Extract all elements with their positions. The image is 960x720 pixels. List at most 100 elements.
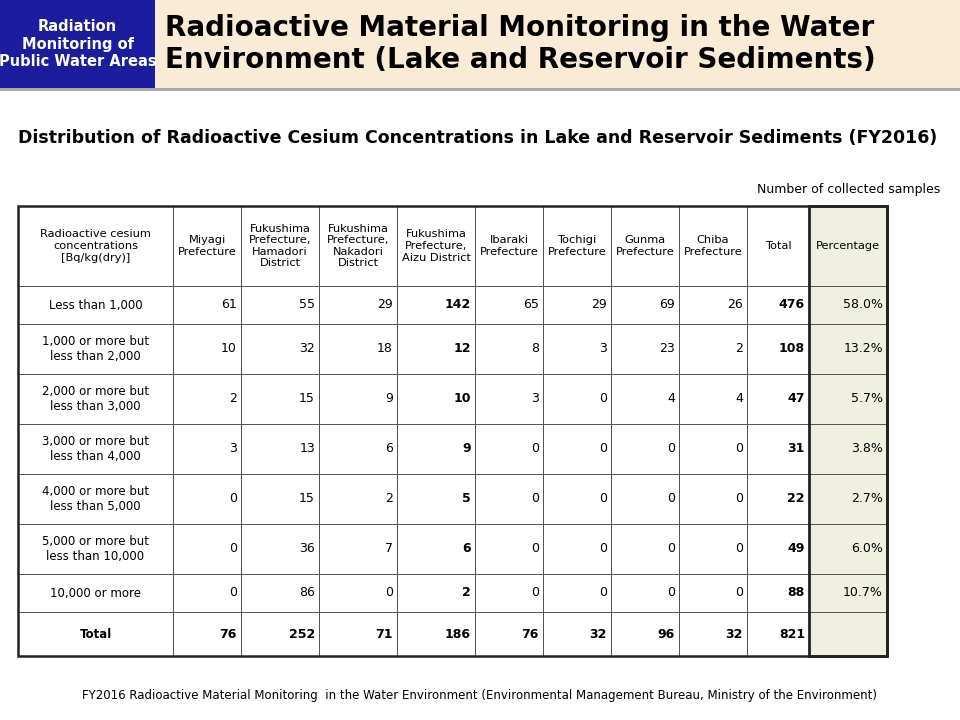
- Bar: [319, 424, 397, 474]
- Bar: [397, 524, 475, 574]
- Text: Fukushima
Prefecture,
Aizu District: Fukushima Prefecture, Aizu District: [401, 230, 470, 263]
- Text: 821: 821: [779, 628, 805, 641]
- Bar: [543, 424, 611, 474]
- Text: 6: 6: [385, 443, 393, 456]
- Bar: [319, 286, 397, 324]
- Text: 0: 0: [735, 492, 743, 505]
- Bar: [173, 374, 241, 424]
- Bar: [241, 374, 319, 424]
- Bar: [679, 424, 747, 474]
- Bar: [319, 324, 397, 374]
- Text: 5: 5: [463, 492, 471, 505]
- Text: 0: 0: [599, 392, 607, 405]
- Bar: [18, 206, 173, 286]
- Bar: [241, 424, 319, 474]
- Bar: [809, 374, 887, 424]
- Bar: [173, 424, 241, 474]
- Text: Distribution of Radioactive Cesium Concentrations in Lake and Reservoir Sediment: Distribution of Radioactive Cesium Conce…: [18, 129, 937, 147]
- Bar: [173, 524, 241, 574]
- Text: 58.0%: 58.0%: [843, 299, 883, 312]
- Bar: [747, 524, 809, 574]
- Text: 10: 10: [221, 343, 237, 356]
- Bar: [475, 374, 543, 424]
- Bar: [475, 424, 543, 474]
- Bar: [319, 574, 397, 612]
- Text: 31: 31: [787, 443, 805, 456]
- Text: 47: 47: [787, 392, 805, 405]
- Bar: [397, 206, 475, 286]
- Text: Less than 1,000: Less than 1,000: [49, 299, 142, 312]
- Text: 0: 0: [531, 492, 539, 505]
- Text: 10,000 or more: 10,000 or more: [50, 587, 141, 600]
- Text: 2,000 or more but
less than 3,000: 2,000 or more but less than 3,000: [42, 385, 149, 413]
- Bar: [18, 574, 173, 612]
- Bar: [319, 374, 397, 424]
- Text: Chiba
Prefecture: Chiba Prefecture: [684, 235, 742, 257]
- Text: 23: 23: [660, 343, 675, 356]
- Text: 10.7%: 10.7%: [843, 587, 883, 600]
- Bar: [241, 286, 319, 324]
- Bar: [18, 424, 173, 474]
- Text: 3: 3: [599, 343, 607, 356]
- Bar: [475, 286, 543, 324]
- Text: 2: 2: [229, 392, 237, 405]
- Bar: [397, 374, 475, 424]
- Bar: [241, 574, 319, 612]
- Bar: [397, 286, 475, 324]
- Text: 2: 2: [735, 343, 743, 356]
- Text: Tochigi
Prefecture: Tochigi Prefecture: [547, 235, 607, 257]
- Text: 0: 0: [229, 542, 237, 556]
- Bar: [397, 424, 475, 474]
- Text: 32: 32: [300, 343, 315, 356]
- Bar: [241, 206, 319, 286]
- Text: 8: 8: [531, 343, 539, 356]
- Bar: [809, 524, 887, 574]
- Text: Fukushima
Prefecture,
Nakadori
District: Fukushima Prefecture, Nakadori District: [326, 224, 389, 269]
- Text: 0: 0: [735, 443, 743, 456]
- Bar: [611, 286, 679, 324]
- Bar: [319, 612, 397, 656]
- Bar: [809, 574, 887, 612]
- Text: 6.0%: 6.0%: [852, 542, 883, 556]
- Bar: [809, 574, 887, 612]
- Text: 15: 15: [300, 492, 315, 505]
- Bar: [747, 286, 809, 324]
- Bar: [611, 524, 679, 574]
- Bar: [809, 324, 887, 374]
- Text: 0: 0: [531, 443, 539, 456]
- Bar: [679, 524, 747, 574]
- Text: 0: 0: [531, 587, 539, 600]
- Bar: [747, 324, 809, 374]
- Text: 76: 76: [521, 628, 539, 641]
- Bar: [747, 206, 809, 286]
- Text: 86: 86: [300, 587, 315, 600]
- Text: 108: 108: [779, 343, 805, 356]
- Bar: [611, 612, 679, 656]
- Bar: [18, 612, 173, 656]
- Text: 9: 9: [463, 443, 471, 456]
- Bar: [809, 286, 887, 324]
- Text: 186: 186: [445, 628, 471, 641]
- Text: 4: 4: [735, 392, 743, 405]
- Text: 29: 29: [377, 299, 393, 312]
- Bar: [543, 474, 611, 524]
- Bar: [397, 574, 475, 612]
- Bar: [809, 474, 887, 524]
- Text: 26: 26: [728, 299, 743, 312]
- Text: 12: 12: [453, 343, 471, 356]
- Text: 4,000 or more but
less than 5,000: 4,000 or more but less than 5,000: [42, 485, 149, 513]
- Text: 0: 0: [599, 443, 607, 456]
- Text: 10: 10: [453, 392, 471, 405]
- Bar: [543, 206, 611, 286]
- Bar: [679, 612, 747, 656]
- Text: 4: 4: [667, 392, 675, 405]
- Text: Total: Total: [765, 241, 791, 251]
- Text: Percentage: Percentage: [816, 241, 880, 251]
- Text: 36: 36: [300, 542, 315, 556]
- Bar: [543, 324, 611, 374]
- Bar: [809, 374, 887, 424]
- Text: 61: 61: [221, 299, 237, 312]
- Bar: [679, 474, 747, 524]
- Text: 0: 0: [667, 542, 675, 556]
- Text: 15: 15: [300, 392, 315, 405]
